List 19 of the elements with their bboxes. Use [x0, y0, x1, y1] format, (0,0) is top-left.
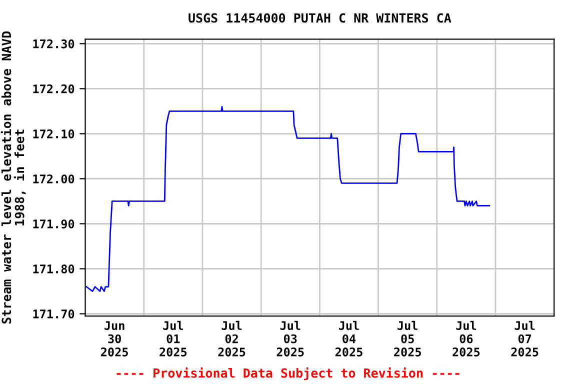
line-series: [86, 106, 490, 292]
y-tick-label: 172.00: [33, 174, 74, 184]
y-axis-title: Stream water level elevation above NAVD 1988, in feet: [0, 31, 26, 324]
y-tick-label: 171.70: [33, 310, 74, 318]
x-tick-label: Jul 04 2025: [335, 320, 362, 356]
y-tick-label: 172.10: [33, 129, 74, 138]
x-tick-label: Jul 01 2025: [160, 320, 187, 356]
x-tick-label: Jul 05 2025: [394, 320, 422, 356]
x-tick-label: Jul 06 2025: [452, 320, 480, 356]
x-tick-label: Jul 02 2025: [218, 320, 246, 356]
x-tick-label: Jul 03 2025: [276, 320, 304, 356]
x-tick-label: Jul 07 2025: [511, 320, 538, 356]
y-tick-label: 172.30: [33, 39, 74, 48]
y-tick-label: 171.80: [33, 264, 74, 274]
chart-title: USGS 11454000 PUTAH C NR WINTERS CA: [188, 13, 452, 23]
text: ---- Provisional Data Subject to Revision ----: [116, 367, 460, 380]
y-tick-label: 172.20: [33, 84, 74, 94]
x-tick-label: Jun 30 2025: [101, 321, 128, 356]
y-tick-label: 171.90: [33, 219, 74, 228]
